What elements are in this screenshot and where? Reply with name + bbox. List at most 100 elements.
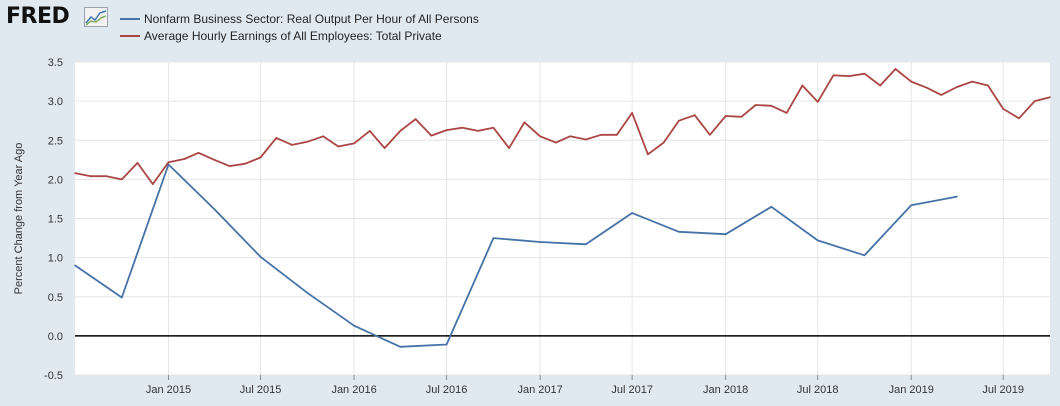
x-tick-label: Jul 2019 [982, 384, 1024, 396]
data-point [508, 147, 510, 149]
data-point [492, 126, 495, 129]
data-point [89, 175, 92, 178]
data-point [770, 205, 773, 208]
data-point [926, 87, 928, 89]
data-point [523, 121, 526, 124]
data-point [662, 141, 665, 144]
data-point [631, 212, 633, 214]
data-point [987, 84, 989, 87]
data-point [724, 233, 727, 235]
legend-item-earnings[interactable]: Average Hourly Earnings of All Employees… [120, 27, 479, 44]
data-point [616, 133, 618, 136]
y-tick-label: 1.5 [48, 214, 63, 226]
data-point [275, 137, 278, 139]
data-point [105, 175, 108, 178]
data-point [492, 237, 495, 239]
data-point [291, 144, 293, 146]
series-line-1 [74, 163, 958, 348]
data-point [971, 80, 974, 83]
data-point [555, 141, 557, 144]
data-point [801, 84, 804, 87]
data-point [430, 134, 433, 137]
data-point [754, 104, 757, 106]
data-point [678, 231, 680, 233]
data-point [228, 165, 231, 167]
data-point [816, 101, 819, 103]
data-point [399, 346, 402, 348]
data-point [879, 84, 882, 87]
x-tick-label: Jan 2015 [146, 384, 191, 396]
data-point [306, 292, 309, 294]
data-point [631, 112, 633, 114]
data-point [1049, 96, 1051, 99]
data-point [1002, 108, 1005, 110]
data-point [322, 135, 324, 138]
data-point [383, 147, 386, 149]
data-point [956, 86, 958, 88]
data-point [197, 151, 200, 154]
data-point [956, 195, 958, 198]
x-tick-label: Jan 2019 [889, 384, 934, 396]
x-tick-label: Jul 2018 [797, 384, 839, 396]
data-point [569, 135, 571, 138]
data-point [539, 241, 541, 243]
y-tick-label: 3.0 [48, 96, 63, 108]
x-tick-label: Jul 2016 [426, 384, 468, 396]
data-point [244, 162, 247, 165]
data-point [259, 256, 262, 258]
data-point [337, 145, 340, 148]
y-tick-label: 2.0 [48, 174, 63, 186]
data-point [167, 161, 170, 163]
data-point [399, 130, 402, 132]
data-point [848, 75, 851, 77]
data-point [414, 118, 417, 120]
data-point [353, 324, 355, 327]
data-point [74, 264, 76, 267]
chart-logo-icon [84, 7, 108, 27]
data-point [369, 130, 371, 132]
data-point [213, 159, 216, 161]
x-tick-label: Jul 2015 [240, 384, 282, 396]
data-point [1018, 117, 1020, 120]
y-tick-label: 0.5 [48, 292, 63, 304]
data-point [832, 74, 835, 77]
data-point [863, 72, 866, 75]
data-point [539, 135, 541, 138]
data-point [816, 239, 819, 242]
data-point [445, 129, 448, 131]
data-point [136, 162, 139, 164]
data-point [213, 208, 216, 210]
data-point [306, 141, 309, 143]
chart-header: FRED Nonfarm Business Sector: Real Outpu… [0, 0, 1060, 52]
x-tick-label: Jan 2018 [703, 384, 748, 396]
data-point [600, 133, 602, 136]
data-point [910, 204, 913, 206]
data-point [894, 68, 897, 70]
data-point [940, 94, 943, 96]
y-tick-label: 2.5 [48, 135, 63, 147]
y-tick-label: 0.0 [48, 331, 63, 343]
line-chart: -0.5 0.0 0.5 1.0 1.5 2.0 2.5 3.0 3.5 Jan 2015 Jul … [13, 57, 1051, 396]
data-point [477, 130, 479, 132]
legend: Nonfarm Business Sector: Real Output Per… [120, 10, 479, 44]
y-tick-label: 1.0 [48, 253, 63, 265]
legend-label: Average Hourly Earnings of All Employees… [144, 28, 442, 43]
legend-item-productivity[interactable]: Nonfarm Business Sector: Real Output Per… [120, 10, 479, 27]
data-point [151, 183, 154, 185]
data-point [1033, 100, 1036, 102]
data-point [120, 178, 123, 181]
data-point [709, 133, 711, 136]
data-point [740, 115, 743, 118]
chart-area: -0.5 0.0 0.5 1.0 1.5 2.0 2.5 3.0 3.5 Jan 2015 Jul … [0, 52, 1060, 401]
data-point [585, 243, 587, 246]
legend-label: Nonfarm Business Sector: Real Output Per… [144, 11, 479, 26]
fred-logo: FRED [6, 4, 70, 29]
data-point [770, 105, 773, 107]
series-line-2 [74, 68, 1051, 186]
y-tick-label: -0.5 [44, 370, 63, 382]
data-point [74, 172, 76, 174]
legend-swatch [120, 17, 140, 20]
data-point [353, 142, 355, 145]
legend-swatch [120, 34, 140, 37]
data-point [693, 114, 696, 117]
